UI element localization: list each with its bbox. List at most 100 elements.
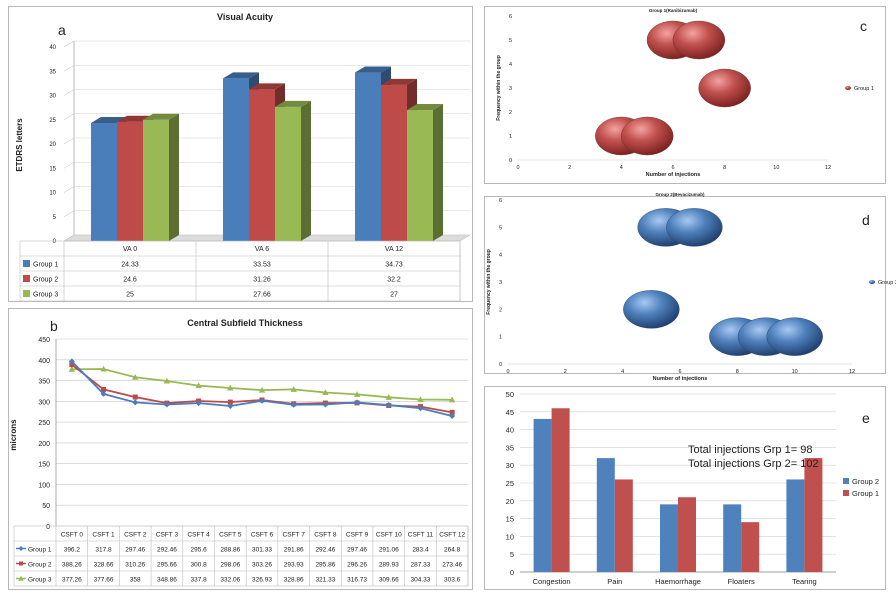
- bubble-3: [672, 20, 726, 60]
- y-tick-label: 25: [49, 118, 56, 124]
- marker-diamond: [322, 401, 329, 408]
- y-tick-label: 350: [38, 379, 50, 386]
- table-value: 288.86: [220, 547, 240, 554]
- marker-diamond: [163, 401, 170, 408]
- y-tick-label: 30: [49, 94, 56, 100]
- legend-label: Group 1: [852, 489, 879, 498]
- bar-top: [143, 113, 179, 120]
- group1-injections-chart: Group 1(Ranibizumab) Number of injections…: [496, 8, 874, 178]
- adverse-events-chart: 0 5 10 15 20 25 30 35 40 45 50 Congestion Pain Haemor…: [506, 390, 879, 586]
- marker-diamond: [449, 412, 456, 419]
- y-axis-label: microns: [9, 419, 18, 451]
- marker-diamond: [290, 401, 297, 408]
- grid-depth: [63, 113, 75, 120]
- y-tick-label: 3: [499, 280, 502, 286]
- table-value: 328.86: [284, 577, 304, 584]
- y-tick-label: 5: [499, 225, 502, 231]
- x-tick-label: 2: [564, 369, 567, 375]
- y-tick-label: 30: [506, 461, 514, 470]
- y-tick-label: 20: [49, 142, 56, 148]
- table-value: 287.33: [411, 562, 431, 569]
- y-axis-label: Frequency within the group: [486, 249, 492, 315]
- bar-group1-4: [804, 458, 823, 572]
- bar-top: [407, 104, 443, 111]
- y-tick-label: 20: [506, 497, 514, 506]
- grid-depth: [63, 65, 75, 72]
- grid-depth: [63, 162, 75, 169]
- bar-group2-0: [533, 418, 552, 572]
- table-series-name: Group 1: [33, 262, 58, 269]
- table-value: 297.46: [125, 547, 145, 554]
- x-category-label: Congestion: [533, 577, 571, 586]
- chart-title: Group 2(Bevacizumab): [655, 192, 705, 197]
- x-tick-label: 0: [516, 165, 519, 171]
- table-series-name: Group 3: [33, 292, 58, 299]
- table-value: 295.66: [157, 562, 177, 569]
- table-series-name: Group 1: [28, 547, 52, 554]
- bar-group2-1: [249, 89, 275, 241]
- table-value: 317.8: [95, 547, 112, 554]
- group2-injections-chart: Group 2(Bevacizumab) Number of injections…: [486, 192, 896, 382]
- marker-diamond: [132, 399, 139, 406]
- grid-depth: [63, 40, 75, 48]
- table-value: 291.06: [379, 547, 399, 554]
- table-legend-marker: [18, 546, 24, 551]
- table-value: 328.66: [94, 562, 114, 569]
- bar-top: [381, 78, 417, 85]
- marker-triangle: [417, 396, 424, 403]
- x-category-label: VA 12: [385, 246, 403, 253]
- table-value: 301.33: [252, 547, 272, 554]
- bar-group1-2: [355, 72, 381, 241]
- y-tick-label: 25: [506, 479, 514, 488]
- marker-diamond: [385, 402, 392, 409]
- x-category-label: Haemorrhage: [655, 577, 701, 586]
- table-value: 31.26: [253, 277, 271, 284]
- panel-letter-a: a: [58, 22, 66, 38]
- y-tick-label: 0: [53, 239, 57, 245]
- x-category-label: CSFT 11: [408, 532, 434, 539]
- table-value: 293.93: [284, 562, 304, 569]
- y-tick-label: 1: [499, 335, 502, 341]
- y-axis-label: Frequency within the group: [496, 55, 502, 121]
- chart-title: Group 1(Ranibizumab): [649, 8, 698, 13]
- x-category-label: VA 6: [255, 246, 269, 253]
- bar-group1-0: [91, 122, 117, 241]
- visual-acuity-chart: Visual Acuity ETDRS letters 0 5 10 15 20 25 30 35…: [15, 12, 471, 302]
- marker-square: [449, 409, 455, 415]
- bar-group2-2: [660, 504, 678, 572]
- marker-triangle: [353, 391, 361, 397]
- marker-square: [132, 394, 138, 400]
- table-value: 303.26: [252, 562, 272, 569]
- table-value: 316.73: [347, 577, 367, 584]
- marker-square: [227, 399, 233, 405]
- bar-group1-1: [223, 78, 249, 241]
- table-value: 326.93: [252, 577, 272, 584]
- y-tick-label: 3: [509, 86, 512, 92]
- y-tick-label: 10: [49, 191, 56, 197]
- table-value: 289.93: [379, 562, 399, 569]
- x-category-label: CSFT 5: [219, 532, 242, 539]
- panel-letter-b: b: [50, 318, 58, 334]
- marker-triangle: [448, 396, 456, 403]
- y-tick-label: 35: [49, 69, 56, 75]
- y-tick-label: 15: [506, 515, 514, 524]
- table-value: 303.6: [444, 577, 461, 584]
- x-tick-label: 8: [736, 369, 739, 375]
- y-tick-label: 4: [509, 62, 512, 68]
- table-value: 358: [130, 577, 141, 584]
- marker-triangle: [68, 366, 76, 372]
- bubble-4: [698, 68, 751, 108]
- table-legend-marker: [18, 575, 24, 581]
- x-category-label: Pain: [607, 577, 622, 586]
- bar-top: [275, 100, 311, 107]
- y-tick-label: 10: [506, 532, 514, 541]
- x-category-label: CSFT 2: [124, 532, 147, 539]
- panel-b: [8, 308, 473, 590]
- table-value: 291.86: [284, 547, 304, 554]
- y-tick-label: 5: [510, 550, 514, 559]
- x-category-label: CSFT 6: [251, 532, 274, 539]
- x-category-label: Floaters: [728, 577, 755, 586]
- x-axis-label: Number of injections: [653, 376, 708, 382]
- table-value: 27.66: [253, 292, 271, 299]
- central-subfield-thickness-chart: Central Subfield Thickness microns 0 50 100 1…: [9, 318, 469, 587]
